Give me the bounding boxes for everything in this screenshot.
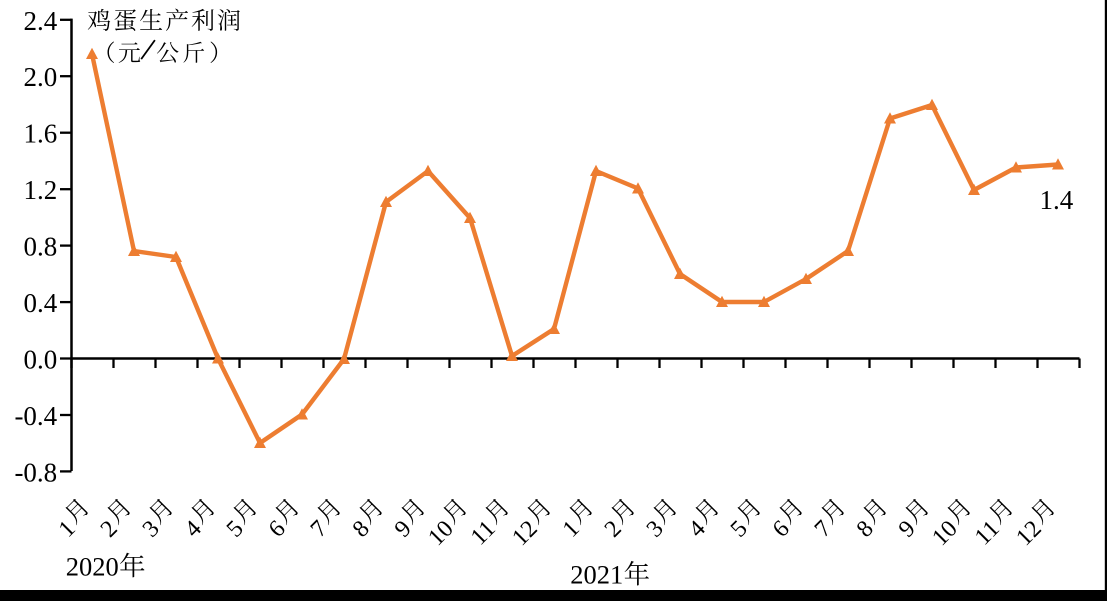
- svg-text:0.4: 0.4: [23, 288, 57, 318]
- svg-text:1.6: 1.6: [23, 119, 57, 149]
- svg-text:0.0: 0.0: [23, 345, 57, 375]
- svg-text:1.4: 1.4: [1040, 185, 1074, 215]
- svg-text:2.0: 2.0: [23, 62, 57, 92]
- svg-text:1.2: 1.2: [23, 175, 57, 205]
- svg-text:-0.4: -0.4: [14, 401, 57, 431]
- svg-text:2021: 2021: [570, 560, 623, 590]
- svg-text:2020: 2020: [66, 551, 119, 581]
- svg-text:2.4: 2.4: [23, 6, 57, 36]
- svg-text:0.8: 0.8: [23, 232, 57, 262]
- svg-text:-0.8: -0.8: [14, 457, 57, 487]
